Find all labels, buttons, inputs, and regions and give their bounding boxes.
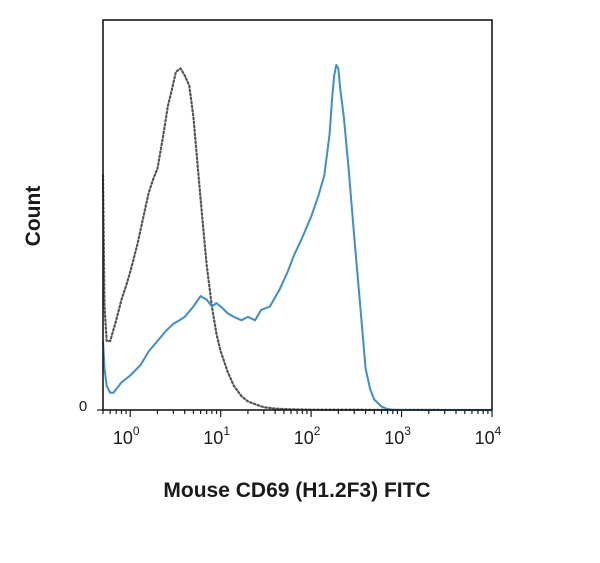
control-histogram-line: [101, 67, 494, 412]
x-tick-base: 10: [203, 428, 223, 448]
x-axis-ticks: 100 101 102 103 104: [102, 410, 502, 448]
x-tick-label: 104: [475, 424, 502, 448]
y-axis-label: Count: [22, 186, 45, 247]
y-tick-label: 0: [79, 398, 87, 415]
stained-histogram-line: [102, 64, 492, 411]
x-tick-exponent: 2: [314, 424, 321, 438]
x-tick-exponent: 3: [404, 424, 411, 438]
x-tick-exponent: 4: [495, 424, 502, 438]
x-tick-label: 103: [384, 424, 411, 448]
x-tick-label: 102: [294, 424, 321, 448]
x-tick-base: 10: [475, 428, 495, 448]
plot-frame: [102, 19, 493, 411]
x-tick-exponent: 1: [223, 424, 230, 438]
x-tick-exponent: 0: [133, 424, 140, 438]
x-tick-base: 10: [113, 428, 133, 448]
plot-area: [101, 64, 494, 412]
x-tick-base: 10: [384, 428, 404, 448]
x-tick-label: 101: [203, 424, 230, 448]
y-axis-ticks: 0: [79, 398, 103, 415]
x-tick-label: 100: [113, 424, 140, 448]
x-tick-base: 10: [294, 428, 314, 448]
x-axis-label: Mouse CD69 (H1.2F3) FITC: [163, 479, 430, 502]
